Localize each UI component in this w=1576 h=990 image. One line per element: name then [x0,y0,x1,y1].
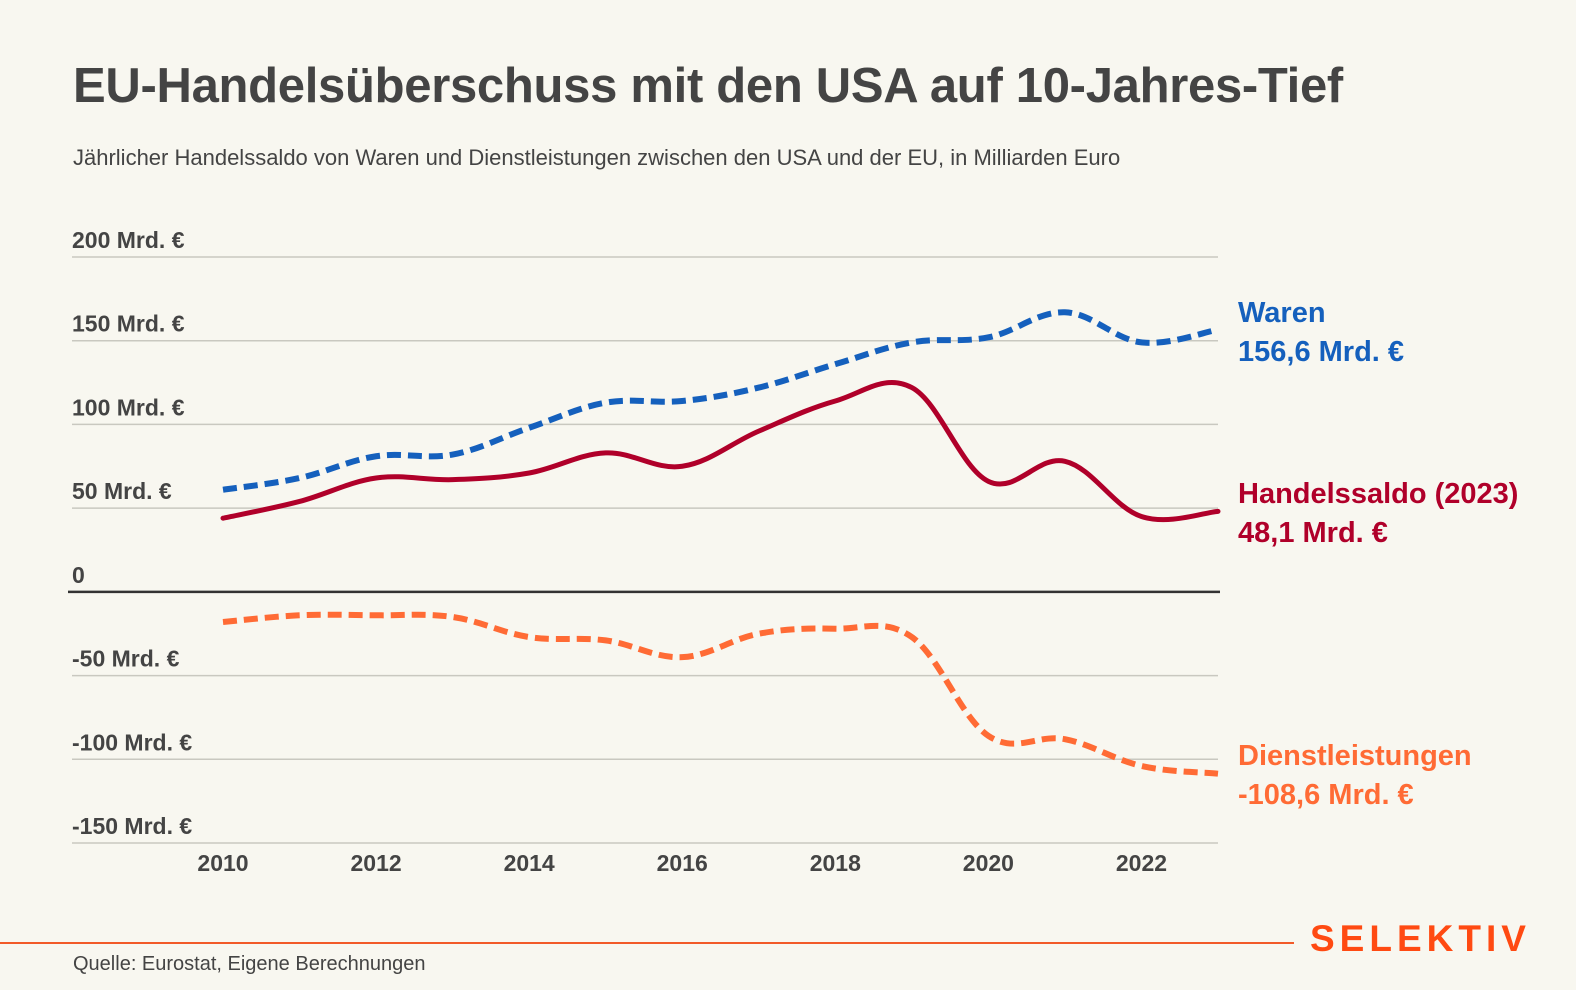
y-tick-label: -150 Mrd. € [72,813,192,839]
series-end-labels: Waren 156,6 Mrd. € Handelssaldo (2023) 48,1… [1238,297,1518,811]
x-tick-label: 2010 [197,850,248,876]
y-tick-label: -50 Mrd. € [72,646,180,672]
chart-subtitle: Jährlicher Handelssaldo von Waren und Di… [73,145,1121,170]
x-tick-label: 2016 [657,850,708,876]
x-tick-label: 2020 [963,850,1014,876]
y-tick-label: 50 Mrd. € [72,478,172,504]
y-axis-ticks: 200 Mrd. € 150 Mrd. € 100 Mrd. € 50 Mrd. € 0… [72,227,192,839]
x-tick-label: 2022 [1116,850,1167,876]
y-tick-label: 150 Mrd. € [72,311,185,337]
series-lines [220,309,1221,777]
chart-title: EU-Handelsüberschuss mit den USA auf 10-… [73,59,1343,113]
source-note: Quelle: Eurostat, Eigene Berechnungen [73,953,426,975]
x-tick-label: 2018 [810,850,861,876]
y-tick-label: -100 Mrd. € [72,729,192,755]
brand-logo: SELEKTIV [1310,918,1531,959]
gridlines [68,256,1220,844]
x-axis-ticks: 2010 2012 2014 2016 2018 2020 2022 [197,850,1167,876]
series-label-handelssaldo: Handelssaldo (2023) [1238,478,1518,510]
y-tick-label: 0 [72,562,85,588]
y-tick-label: 100 Mrd. € [72,394,185,420]
x-tick-label: 2012 [350,850,401,876]
x-tick-label: 2014 [504,850,555,876]
series-label-dienstleistungen: Dienstleistungen [1238,740,1472,772]
series-value-waren: 156,6 Mrd. € [1238,336,1404,368]
series-line-dienstleistungen [222,611,1219,777]
series-value-handelssaldo: 48,1 Mrd. € [1238,517,1388,549]
series-value-dienstleistungen: -108,6 Mrd. € [1238,779,1414,811]
series-label-waren: Waren [1238,297,1326,329]
series-line-handelssaldo [220,380,1221,523]
series-line-waren [222,309,1219,493]
footer-divider [0,942,1294,944]
y-tick-label: 200 Mrd. € [72,227,185,253]
